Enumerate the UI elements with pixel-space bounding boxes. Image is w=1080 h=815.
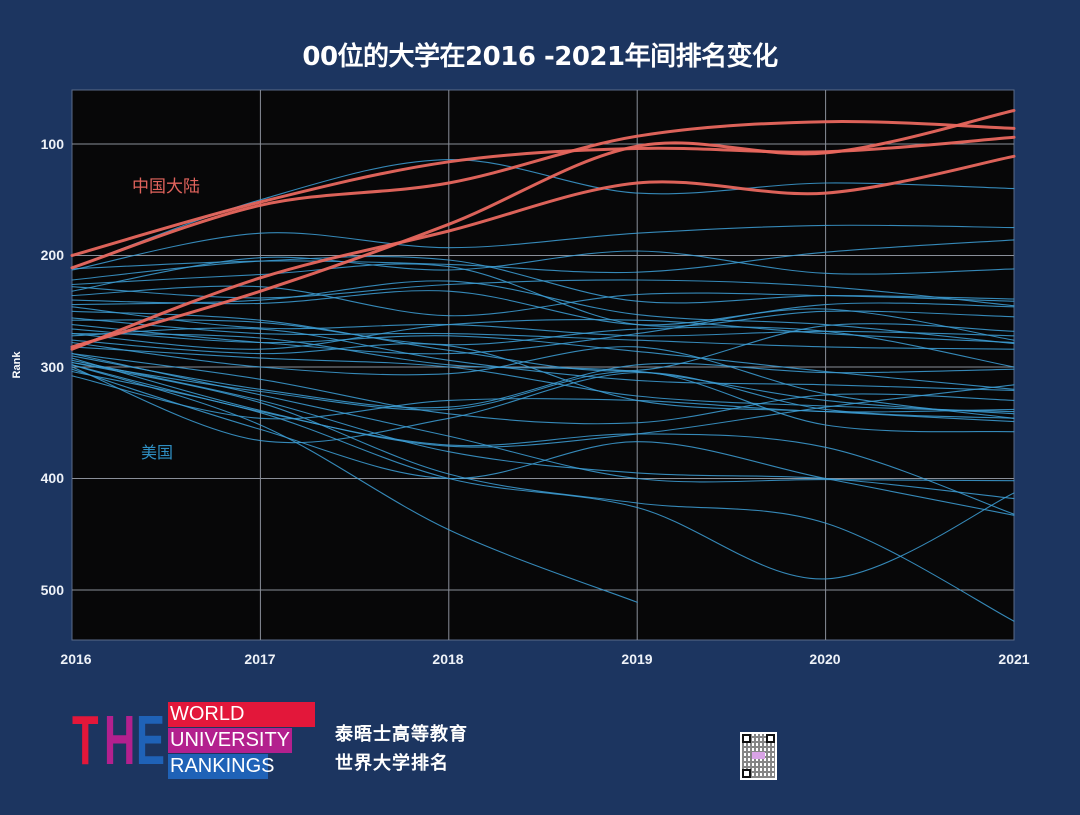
series-group-usa (71, 159, 1015, 622)
usa-university-line (71, 290, 1015, 341)
usa-university-line (71, 353, 1015, 425)
org-name-line-2: 世界大学排名 (335, 753, 449, 774)
qr-code-icon[interactable] (740, 732, 777, 780)
usa-university-line (71, 317, 1015, 350)
usa-university-line (71, 280, 1015, 345)
usa-university-line (71, 306, 1015, 337)
usa-university-line (71, 346, 1015, 413)
qr-finder-icon (742, 769, 751, 778)
y-tick-label: 200 (40, 247, 64, 263)
x-tick-label: 2016 (60, 651, 92, 667)
usa-university-line (71, 357, 1015, 448)
usa-university-line (71, 355, 1015, 409)
usa-university-line (71, 361, 1015, 622)
usa-university-line (71, 353, 1015, 483)
usa-university-line (71, 339, 1015, 423)
usa-university-line (71, 361, 1015, 433)
logo-letter-e: E (136, 701, 165, 779)
usa-university-line (71, 319, 1015, 350)
annotation-china-mainland: 中国大陆 (132, 177, 200, 197)
china-university-line (70, 120, 1016, 270)
usa-university-line (71, 224, 1015, 271)
x-tick-label: 2021 (998, 651, 1030, 667)
y-tick-label: 100 (40, 136, 64, 152)
usa-university-line (71, 359, 1015, 500)
series-group-china (70, 109, 1016, 351)
org-name-line-1: 泰晤士高等教育 (335, 724, 468, 745)
china-university-line (70, 154, 1016, 351)
qr-finder-icon (766, 734, 775, 743)
usa-university-line (71, 370, 1015, 580)
usa-university-line (71, 310, 1015, 372)
usa-university-line (71, 302, 1015, 355)
x-tick-label: 2019 (621, 651, 653, 667)
y-tick-label: 400 (40, 470, 64, 486)
usa-university-line (71, 328, 1015, 390)
usa-university-line (71, 250, 1015, 292)
the-rankings-logo: T H E WORLD UNIVERSITY RANKINGS (72, 700, 317, 780)
logo-letter-t: T (72, 701, 99, 779)
x-tick-label: 2020 (809, 651, 841, 667)
logo-line-university: UNIVERSITY (168, 728, 292, 753)
logo-line-rankings: RANKINGS (168, 754, 275, 779)
usa-university-line (71, 341, 1015, 419)
usa-university-line (71, 319, 1015, 368)
y-tick-label: 300 (40, 359, 64, 375)
chart-title: 00位的大学在2016 -2021年间排名变化 (302, 42, 778, 72)
x-tick-label: 2018 (432, 651, 464, 667)
qr-finder-icon (742, 734, 751, 743)
logo-line-world: WORLD (168, 702, 315, 727)
x-tick-label: 2017 (244, 651, 276, 667)
annotation-usa: 美国 (113, 444, 231, 472)
logo-letter-h: H (104, 701, 135, 779)
usa-university-line (71, 333, 1015, 415)
usa-university-line (71, 368, 1015, 516)
y-tick-label: 500 (40, 582, 64, 598)
qr-center-logo-icon (752, 752, 765, 759)
china-university-line (70, 109, 1016, 349)
usa-university-line (71, 239, 1015, 274)
